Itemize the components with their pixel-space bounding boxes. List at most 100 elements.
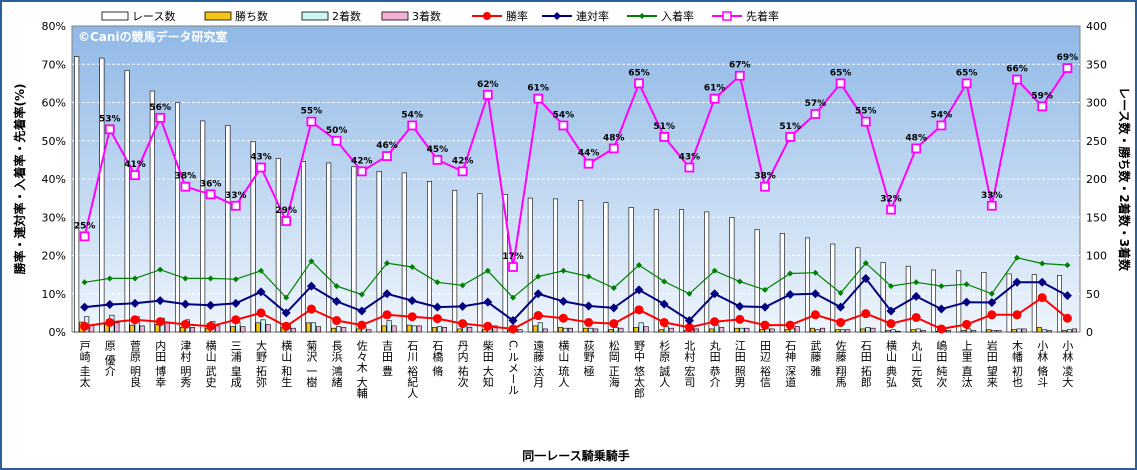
win-rate-point [458, 319, 468, 329]
third-count-bar [819, 327, 825, 333]
race-count-bar [502, 194, 508, 333]
third-count-bar [845, 329, 851, 333]
win-count-bar [784, 329, 790, 333]
category-label: 横山 琉人 [557, 339, 570, 388]
finish-ahead-rate-point [281, 216, 292, 226]
finish-ahead-rate-label: 42% [351, 156, 373, 166]
finish-ahead-rate-label: 38% [754, 172, 776, 182]
finish-ahead-rate-point [356, 166, 367, 177]
category-label: 北村 宏司 [683, 340, 696, 388]
legend-label: 先着率 [746, 9, 779, 23]
finish-ahead-rate-label: 67% [729, 61, 751, 71]
win-rate-point [962, 319, 972, 329]
left-tick-label: 40% [42, 173, 66, 186]
finish-ahead-rate-point [709, 93, 720, 104]
quinella-rate-point [634, 285, 644, 295]
quinella-rate-point [1062, 291, 1072, 301]
third-count-bar [517, 329, 523, 333]
second-count-bar [915, 328, 921, 333]
category-label: C.ルメール [507, 340, 520, 395]
placing-rate-point [585, 273, 592, 280]
win-count-bar [633, 327, 639, 333]
race-count-bar [452, 190, 458, 333]
race-count-bar [149, 90, 155, 333]
quinella-rate-point [735, 301, 745, 311]
placing-rate-point [963, 281, 970, 288]
third-count-bar [1021, 328, 1027, 333]
win-rate-point [760, 320, 770, 330]
finish-ahead-rate-point [155, 112, 166, 123]
third-count-bar [315, 326, 321, 333]
placing-rate-point [862, 260, 869, 267]
quinella-rate-point [584, 301, 594, 311]
placing-rate-point [1039, 260, 1046, 267]
win-rate-point [684, 322, 694, 332]
finish-ahead-rate-point [1037, 101, 1048, 112]
second-count-bar [537, 322, 543, 333]
third-count-bar [794, 326, 800, 333]
second-count-bar [991, 330, 997, 333]
finish-ahead-rate-label: 61% [527, 84, 549, 94]
second-count-bar [638, 322, 644, 333]
placing-rate-point [913, 279, 920, 286]
finish-ahead-rate-point [936, 120, 947, 131]
third-count-bar [265, 324, 271, 333]
quinella-rate-point [332, 296, 342, 306]
race-count-bar [99, 57, 105, 333]
win-rate-line [84, 296, 1069, 330]
win-count-bar [1036, 327, 1042, 333]
category-label: 三浦 皇成 [229, 340, 242, 388]
finish-ahead-rate-label: 59% [1031, 91, 1053, 101]
finish-ahead-rate-label: 29% [275, 206, 297, 216]
finish-ahead-rate-line [83, 67, 1069, 268]
category-label: 石田 拓郎 [859, 340, 872, 388]
win-count-bar [759, 329, 765, 333]
category-label: 松岡 正海 [607, 339, 620, 388]
category-label: 戸崎 圭太 [78, 340, 91, 388]
finish-ahead-rate-label: 33% [981, 191, 1003, 201]
legend-label: 3着数 [412, 9, 441, 23]
quinella-rate-point [105, 299, 115, 309]
right-tick-label: 50 [1086, 288, 1100, 301]
legend-label: 勝率 [506, 9, 528, 23]
right-axis-title: レース数・勝ち数・2着数・3着数 [1117, 87, 1132, 272]
placing-rate-point [258, 267, 264, 274]
legend-marker [639, 13, 645, 19]
win-rate-point [256, 308, 266, 318]
win-rate-point [206, 321, 216, 331]
race-count-bar [804, 237, 810, 333]
quinella-rate-point [407, 296, 417, 306]
win-count-bar [129, 324, 135, 333]
third-count-bar [290, 327, 296, 333]
category-label: 石橋 脩 [431, 340, 444, 377]
race-count-bar [300, 161, 306, 333]
win-rate-point [130, 315, 140, 325]
placing-rate-point [132, 275, 138, 282]
right-tick-label: 0 [1086, 326, 1093, 339]
third-count-bar [492, 325, 498, 333]
second-count-bar [739, 327, 745, 333]
win-rate-point [508, 324, 518, 334]
win-rate-point [332, 316, 342, 326]
win-count-bar [658, 329, 664, 333]
finish-ahead-rate-label: 50% [326, 126, 348, 136]
category-label: 佐藤 翔馬 [834, 339, 847, 388]
finish-ahead-rate-point [432, 154, 443, 165]
finish-ahead-rate-label: 61% [704, 84, 726, 94]
third-count-bar [467, 327, 473, 333]
finish-ahead-rate-point [659, 132, 670, 142]
finish-ahead-rate-label: 41% [124, 160, 146, 170]
finish-ahead-rate-label: 55% [301, 107, 323, 117]
finish-ahead-rate-label: 48% [603, 133, 625, 143]
left-tick-label: 50% [42, 135, 66, 148]
left-tick-label: 60% [42, 97, 66, 110]
win-rate-point [987, 310, 997, 320]
quinella-rate-point [180, 299, 190, 309]
race-count-bar [1006, 273, 1012, 333]
second-count-bar [310, 322, 316, 333]
third-count-bar [366, 329, 372, 333]
placing-rate-point [888, 283, 894, 290]
third-count-bar [971, 330, 977, 333]
right-tick-label: 200 [1086, 173, 1107, 186]
finish-ahead-rate-label: 36% [200, 179, 222, 189]
